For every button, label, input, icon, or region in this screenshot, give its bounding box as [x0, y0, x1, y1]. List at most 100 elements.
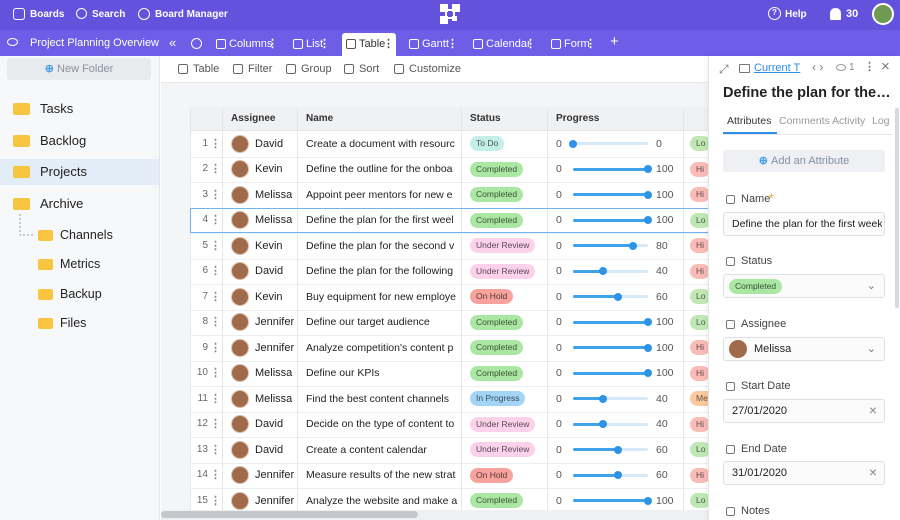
tab-menu[interactable]: ⋮ — [319, 38, 330, 50]
view-tab[interactable]: Calendar ⋮ — [469, 33, 538, 56]
name-input[interactable]: Define the plan for the first week — [723, 212, 885, 236]
task-name[interactable]: Buy equipment for new employe — [306, 290, 456, 303]
toolbar-button[interactable]: Sort — [359, 63, 380, 75]
task-name[interactable]: Define the plan for the second v — [306, 239, 455, 252]
progress-knob[interactable] — [614, 445, 622, 454]
nav-arrows[interactable]: ‹ › — [812, 60, 824, 74]
collapse-button[interactable]: « — [169, 35, 177, 50]
status-pill[interactable]: In Progress — [470, 391, 526, 407]
status-pill[interactable]: Under Review — [470, 263, 536, 279]
row-menu[interactable]: ⋮ — [210, 163, 221, 176]
priority-pill[interactable]: Lo — [690, 212, 708, 228]
priority-pill[interactable]: Hi — [690, 340, 708, 356]
priority-pill[interactable]: Hi — [690, 365, 708, 381]
progress-knob[interactable] — [614, 292, 622, 301]
row-menu[interactable]: ⋮ — [210, 494, 221, 507]
end-date-input[interactable]: 31/01/2020 × — [723, 461, 885, 485]
task-name[interactable]: Define our KPIs — [306, 367, 380, 380]
priority-pill[interactable]: Hi — [690, 263, 708, 279]
tab-menu[interactable]: ⋮ — [585, 38, 596, 50]
row-menu[interactable]: ⋮ — [210, 469, 221, 482]
folder-label[interactable]: Files — [60, 315, 87, 330]
status-pill[interactable]: Under Review — [470, 416, 536, 432]
v-scrollbar[interactable] — [895, 108, 899, 308]
tab-menu[interactable]: ⋮ — [383, 38, 394, 50]
row-menu[interactable]: ⋮ — [210, 214, 221, 227]
bell-icon[interactable] — [830, 8, 841, 20]
task-name[interactable]: Find the best content channels — [306, 392, 450, 405]
toolbar-button[interactable]: Table — [193, 63, 220, 75]
folder-label[interactable]: Archive — [40, 196, 84, 212]
progress-knob[interactable] — [599, 394, 607, 403]
progress-knob[interactable] — [569, 139, 577, 148]
column-header[interactable]: Status — [470, 113, 501, 124]
column-header[interactable]: Name — [306, 113, 334, 124]
task-name[interactable]: Decide on the type of content to — [306, 418, 455, 431]
search-button[interactable]: Search — [92, 9, 126, 20]
status-pill[interactable]: Completed — [470, 493, 524, 509]
progress-knob[interactable] — [644, 216, 652, 225]
status-input[interactable]: Completed ⌄ — [723, 274, 885, 298]
row-menu[interactable]: ⋮ — [210, 265, 221, 278]
help-button[interactable]: Help — [785, 9, 807, 20]
close-button[interactable]: × — [881, 58, 890, 75]
progress-knob[interactable] — [644, 496, 652, 505]
folder-label[interactable]: Tasks — [40, 101, 74, 116]
priority-pill[interactable]: Lo — [690, 136, 708, 152]
board-manager-button[interactable]: Board Manager — [155, 9, 228, 20]
priority-pill[interactable]: Lo — [690, 289, 708, 305]
priority-pill[interactable]: Lo — [690, 442, 708, 458]
row-menu[interactable]: ⋮ — [210, 392, 221, 405]
tab-menu[interactable]: ⋮ — [525, 38, 536, 50]
clear-button[interactable]: × — [868, 464, 877, 480]
view-tab[interactable]: Form ⋮ — [547, 33, 598, 56]
progress-knob[interactable] — [599, 267, 607, 276]
progress-knob[interactable] — [644, 190, 652, 199]
row-menu[interactable]: ⋮ — [210, 418, 221, 431]
row-menu[interactable]: ⋮ — [210, 341, 221, 354]
user-avatar[interactable] — [872, 3, 894, 25]
clear-button[interactable]: × — [868, 402, 877, 418]
view-tab[interactable]: Columns ⋮ — [212, 33, 280, 56]
progress-knob[interactable] — [644, 165, 652, 174]
task-name[interactable]: Measure results of the new strat — [306, 469, 456, 482]
task-name[interactable]: Define our target audience — [306, 316, 430, 329]
tab-menu[interactable]: ⋮ — [267, 38, 278, 50]
new-folder-button[interactable]: ⊕ New Folder — [7, 58, 151, 80]
panel-tab[interactable]: Comments — [779, 115, 830, 127]
priority-pill[interactable]: Lo — [690, 493, 708, 509]
toolbar-button[interactable]: Customize — [409, 63, 461, 75]
priority-pill[interactable]: Hi — [690, 238, 708, 254]
column-header[interactable]: Progress — [556, 113, 600, 124]
panel-tab[interactable]: Attributes — [727, 115, 772, 127]
task-name[interactable]: Analyze competition's content p — [306, 341, 454, 354]
progress-knob[interactable] — [614, 471, 622, 480]
view-tab[interactable]: Gantt ⋮ — [405, 33, 460, 56]
status-pill[interactable]: Under Review — [470, 238, 536, 254]
progress-knob[interactable] — [629, 241, 637, 250]
row-menu[interactable]: ⋮ — [210, 367, 221, 380]
gear-icon[interactable] — [191, 38, 202, 49]
priority-pill[interactable]: Hi — [690, 416, 708, 432]
scroll-thumb[interactable] — [161, 511, 418, 518]
status-pill[interactable]: Completed — [470, 212, 524, 228]
progress-knob[interactable] — [599, 420, 607, 429]
toolbar-button[interactable]: Filter — [248, 63, 273, 75]
status-pill[interactable]: Under Review — [470, 442, 536, 458]
boards-button[interactable]: Boards — [30, 9, 65, 20]
status-pill[interactable]: On Hold — [470, 467, 514, 483]
row-menu[interactable]: ⋮ — [210, 443, 221, 456]
task-name[interactable]: Define the outline for the onboa — [306, 163, 453, 176]
task-name[interactable]: Define the plan for the first weel — [306, 214, 454, 227]
priority-pill[interactable]: Me — [690, 391, 708, 407]
status-pill[interactable]: Completed — [470, 161, 524, 177]
row-menu[interactable]: ⋮ — [210, 188, 221, 201]
priority-pill[interactable]: Hi — [690, 161, 708, 177]
view-tab[interactable]: List ⋮ — [289, 33, 332, 56]
column-header[interactable]: Assignee — [231, 113, 276, 124]
add-tab-button[interactable]: + — [610, 33, 619, 50]
status-pill[interactable]: Completed — [470, 365, 524, 381]
add-attribute-button[interactable]: ⊕ Add an Attribute — [723, 150, 885, 172]
tab-menu[interactable]: ⋮ — [447, 38, 458, 50]
folder-label[interactable]: Backup — [60, 286, 102, 301]
